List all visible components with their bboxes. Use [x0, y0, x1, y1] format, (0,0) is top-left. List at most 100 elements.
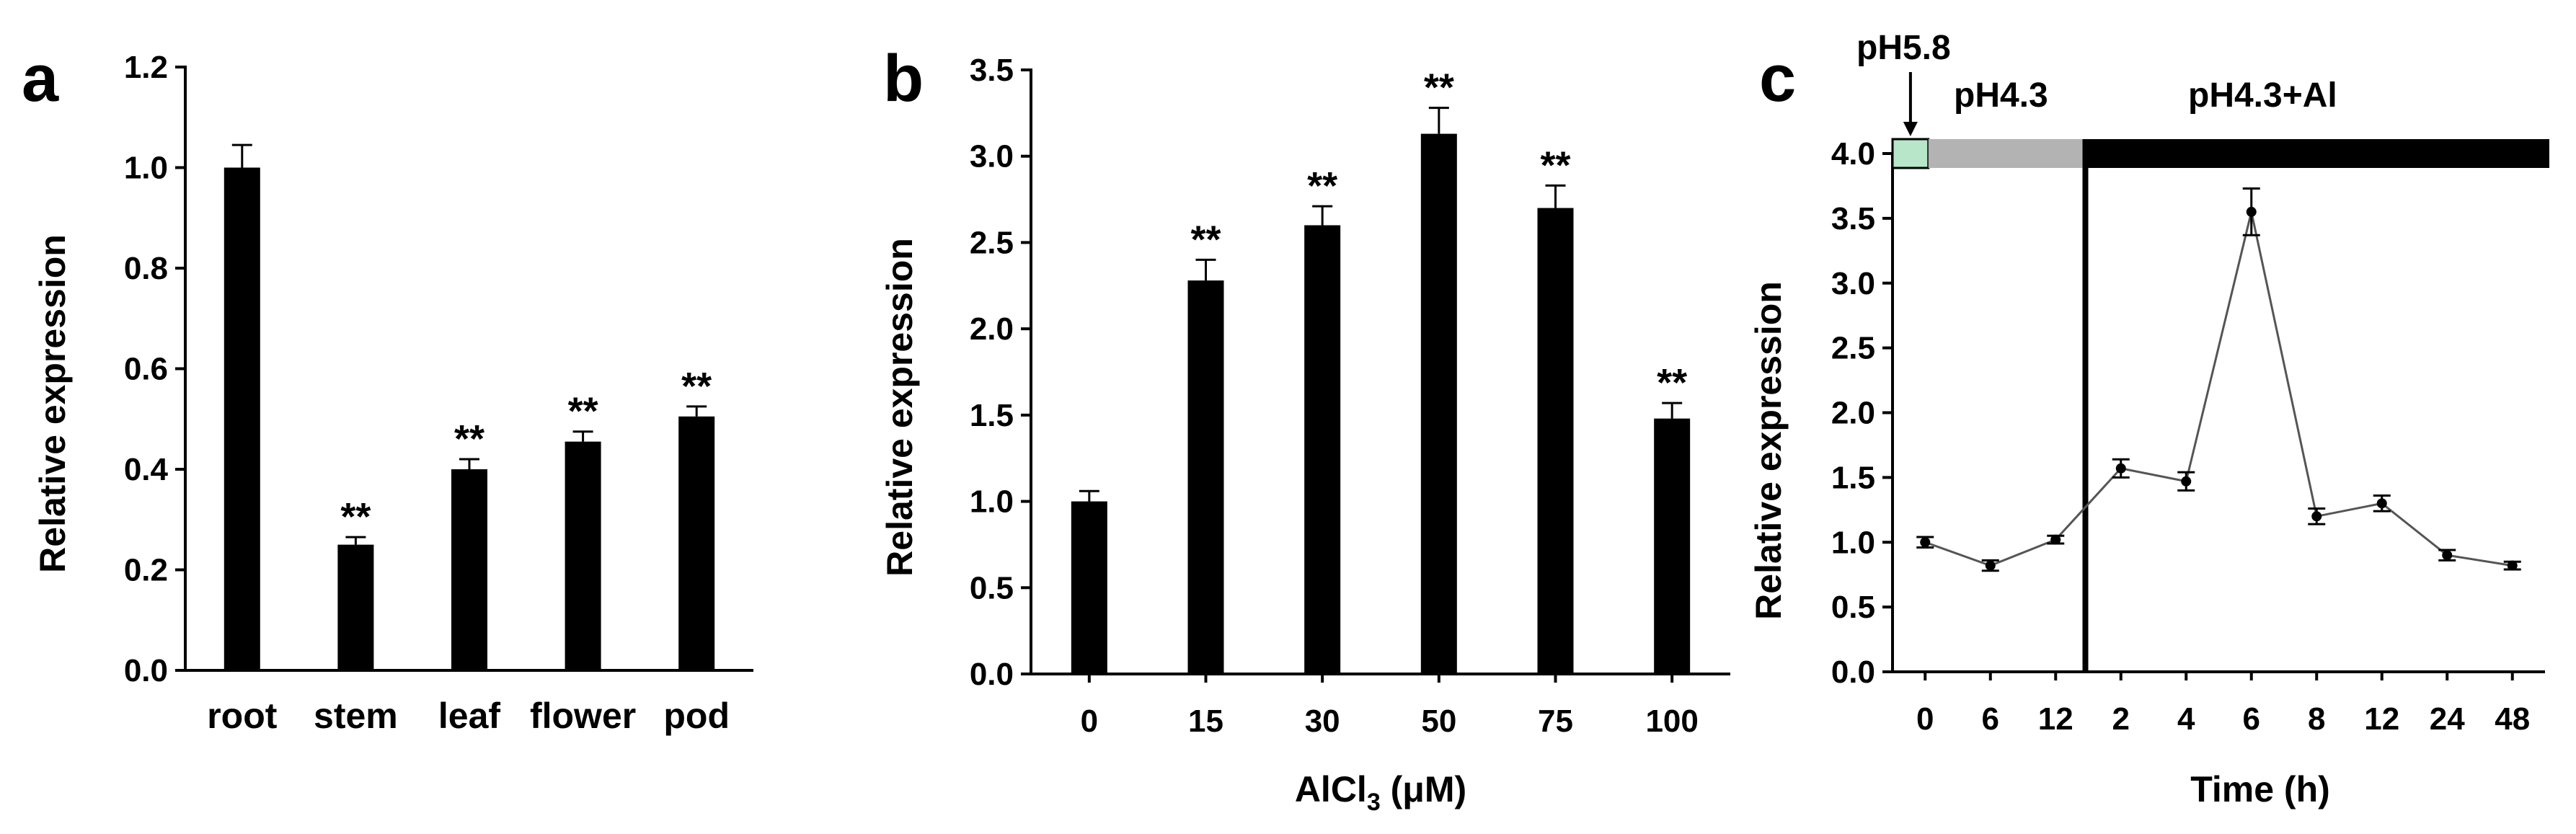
a-y-tick-label: 0.8 [124, 251, 168, 286]
ph43-al-band [2085, 139, 2549, 168]
a-significance-label: ** [340, 495, 371, 538]
b-bar [1537, 208, 1574, 674]
ph43-band [1928, 139, 2086, 168]
ph58-box [1891, 138, 1930, 169]
a-y-tick-label: 0.2 [124, 553, 168, 588]
panel-c-xlabel: Time (h) [2190, 769, 2330, 809]
c-data-point [2246, 206, 2257, 217]
c-x-tick-label: 12 [2038, 701, 2073, 737]
a-bar [678, 416, 715, 670]
c-y-tick-label: 2.0 [1831, 396, 1875, 431]
b-x-tick-label: 100 [1645, 704, 1698, 739]
panel-b-letter: b [883, 42, 924, 115]
panel-c: c Relative expression Time (h) pH5.8 pH4… [1748, 29, 2549, 809]
b-significance-label: ** [1540, 143, 1570, 187]
c-data-point [2442, 550, 2453, 561]
a-bar [337, 544, 374, 670]
phase-label-ph43-al: pH4.3+Al [2188, 76, 2337, 115]
c-y-tick-label: 1.0 [1831, 525, 1875, 560]
c-x-tick-label: 6 [1982, 701, 1999, 737]
c-y-tick-label: 4.0 [1831, 136, 1875, 172]
c-data-point [2115, 463, 2126, 474]
c-x-tick-label: 12 [2364, 701, 2399, 737]
b-significance-label: ** [1657, 361, 1687, 404]
b-significance-label: ** [1424, 66, 1454, 110]
panel-b-xlabel-unit: (μM) [1381, 769, 1466, 809]
a-bar [223, 167, 260, 670]
phase-label-ph58: pH5.8 [1856, 29, 1951, 67]
c-data-point [2311, 511, 2322, 522]
b-bar [1654, 418, 1691, 674]
panel-b-axes: 0.0 0.5 1.0 1.5 2.0 2.5 3.0 3.5 0 ** 15 ** 30 ** 50 ** 7… [970, 53, 1730, 739]
b-x-tick-label: 30 [1305, 704, 1340, 739]
a-y-tick-label: 0.4 [124, 452, 169, 487]
c-y-tick-label: 1.5 [1831, 460, 1875, 495]
a-significance-label: ** [454, 417, 484, 461]
c-y-tick-label: 0.5 [1831, 590, 1875, 625]
a-y-tick-label: 0.0 [124, 653, 168, 688]
a-x-tick-label: root [207, 696, 278, 736]
panel-a-axes: 0.0 0.2 0.4 0.6 0.8 1.0 1.2 root ** stem ** leaf ** f… [124, 50, 753, 736]
a-x-tick-label: stem [314, 696, 398, 736]
b-significance-label: ** [1190, 218, 1221, 261]
a-y-tick-label: 1.0 [124, 151, 168, 186]
panel-a: a Relative expression 0.0 0.2 0.4 0.6 0.8 1.0… [22, 42, 753, 736]
c-x-tick-label: 0 [1916, 701, 1934, 737]
panel-b-xlabel-sub: 3 [1367, 789, 1381, 816]
panel-c-letter: c [1759, 42, 1796, 115]
b-y-tick-label: 2.5 [970, 225, 1014, 260]
c-y-tick-label: 2.5 [1831, 331, 1875, 366]
b-x-tick-label: 75 [1538, 704, 1573, 739]
panel-b-ylabel: Relative expression [880, 238, 920, 577]
c-x-tick-label: 2 [2112, 701, 2130, 737]
c-y-tick-label: 3.5 [1831, 201, 1875, 236]
c-data-point [1920, 537, 1931, 548]
panel-c-axes: 0.00.51.01.52.02.53.03.54.00 6 12 2 4 6 8 12 24 4… [1831, 72, 2549, 737]
phase-label-ph43: pH4.3 [1954, 76, 2048, 115]
panel-b-xlabel: AlCl3 (μM) [1295, 769, 1466, 816]
a-x-tick-label: flower [530, 696, 636, 736]
panel-c-ylabel: Relative expression [1748, 281, 1789, 620]
b-bar [1420, 133, 1457, 675]
a-y-tick-label: 0.6 [124, 352, 168, 387]
a-bar [451, 469, 487, 670]
a-y-tick-label: 1.2 [124, 50, 168, 85]
b-x-tick-label: 50 [1421, 704, 1456, 739]
b-significance-label: ** [1307, 164, 1337, 208]
panel-a-ylabel: Relative expression [32, 234, 73, 573]
c-data-point [2050, 534, 2061, 545]
b-x-tick-label: 15 [1188, 704, 1223, 739]
c-data-point [2181, 476, 2192, 487]
b-bar [1304, 225, 1341, 674]
b-bar [1187, 280, 1224, 674]
a-significance-label: ** [568, 390, 598, 433]
c-x-tick-label: 48 [2495, 701, 2530, 737]
ph58-arrow-head [1903, 122, 1918, 136]
b-bar [1071, 501, 1107, 674]
b-y-tick-label: 0.5 [970, 570, 1014, 605]
b-y-tick-label: 0.0 [970, 657, 1014, 692]
b-y-tick-label: 3.0 [970, 139, 1014, 174]
a-bar [565, 441, 601, 670]
c-x-tick-label: 6 [2243, 701, 2260, 737]
c-data-point [2507, 560, 2518, 571]
b-y-tick-label: 2.0 [970, 311, 1014, 347]
b-y-tick-label: 1.5 [970, 398, 1014, 433]
c-y-tick-label: 3.0 [1831, 266, 1875, 301]
c-data-point [2376, 498, 2387, 509]
panel-b-xlabel-main: AlCl [1295, 769, 1367, 809]
a-x-tick-label: pod [663, 696, 730, 736]
panel-a-letter: a [22, 42, 59, 115]
b-x-tick-label: 0 [1081, 704, 1098, 739]
b-y-tick-label: 3.5 [970, 53, 1014, 88]
c-x-tick-label: 24 [2430, 701, 2465, 737]
c-series-line [1924, 211, 2513, 567]
c-data-point [1985, 560, 1996, 571]
c-x-tick-label: 8 [2308, 701, 2325, 737]
a-x-tick-label: leaf [438, 696, 501, 736]
c-x-tick-label: 4 [2177, 701, 2195, 737]
c-y-tick-label: 0.0 [1831, 655, 1875, 690]
b-y-tick-label: 1.0 [970, 484, 1014, 520]
a-significance-label: ** [681, 365, 712, 408]
